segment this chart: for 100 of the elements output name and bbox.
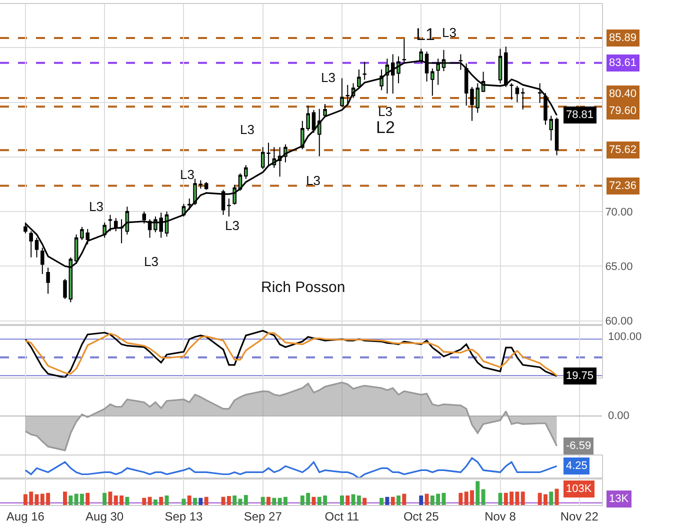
candlestick: [46, 267, 50, 294]
x-tick-label: Sep 27: [244, 509, 282, 524]
candlestick: [29, 230, 33, 258]
x-tick-label: Aug 16: [6, 509, 45, 524]
bar: [63, 492, 67, 505]
x-tick-label: Aug 30: [86, 509, 124, 524]
bar: [396, 495, 400, 505]
bar: [193, 498, 197, 505]
bar: [159, 496, 164, 505]
bar: [266, 496, 270, 505]
bar: [125, 496, 130, 505]
candlestick: [520, 88, 525, 110]
bar: [481, 489, 486, 505]
candlestick: [108, 214, 112, 232]
bar: [148, 496, 152, 505]
candlestick: [142, 211, 146, 224]
x-tick-label: Oct 25: [403, 509, 440, 524]
annotation: L3: [442, 25, 456, 40]
x-tick-label: Nov 22: [560, 509, 599, 524]
candlestick: [476, 82, 480, 114]
candlestick: [340, 78, 344, 108]
annotation: L2: [376, 118, 395, 137]
bar: [458, 492, 463, 505]
candlestick: [464, 62, 468, 106]
bar: [272, 498, 276, 505]
candlestick: [232, 184, 236, 206]
candlestick: [204, 182, 208, 190]
bar: [554, 488, 559, 505]
bar: [402, 494, 406, 505]
text: 0.00: [608, 410, 630, 422]
candlestick: [260, 146, 265, 170]
bar: [198, 498, 203, 505]
bar: [244, 495, 248, 505]
annotation: -6.59: [566, 440, 592, 452]
ref-line-label: 79.60: [609, 105, 637, 117]
candlestick: [187, 198, 192, 210]
bar: [419, 495, 424, 505]
annotation: 19.75: [566, 370, 594, 382]
bar: [362, 498, 367, 505]
candlestick: [114, 218, 118, 232]
candlestick: [198, 180, 203, 190]
candlestick: [554, 117, 559, 156]
bar: [346, 495, 350, 505]
bar: [102, 492, 107, 505]
annotation: L3: [306, 173, 320, 188]
candlestick: [317, 108, 322, 157]
candlestick: [193, 178, 197, 206]
ref-line-label: 72.36: [609, 180, 637, 192]
annotation: L3: [240, 122, 254, 137]
x-tick-label: Nov 8: [484, 509, 516, 524]
ref-line-label: 83.61: [609, 57, 637, 69]
bar: [108, 492, 112, 505]
bar: [232, 495, 237, 505]
text: 13K: [609, 493, 630, 505]
x-tick-label: Oct 11: [324, 509, 360, 524]
annotation: 103K: [566, 483, 592, 495]
annotation: L3: [89, 199, 104, 214]
candlestick: [357, 69, 361, 89]
y-tick-label: 70.00: [605, 206, 633, 218]
bar: [68, 495, 73, 505]
bar: [260, 496, 265, 505]
candlestick: [346, 84, 350, 106]
bar: [380, 498, 384, 505]
bar: [424, 494, 429, 505]
bar: [520, 492, 525, 505]
x-tick-label: Sep 13: [164, 509, 204, 524]
bar: [312, 496, 316, 505]
annotation: L3: [144, 254, 158, 269]
annotation: 4.25: [566, 460, 588, 472]
y-tick-label: 60.00: [605, 316, 633, 328]
annotation: Rich Posson: [261, 279, 346, 296]
candlestick: [362, 61, 366, 80]
ref-line-label: 75.62: [609, 144, 637, 156]
candlestick: [34, 237, 39, 258]
bar: [549, 492, 554, 505]
data-label: 78.81: [566, 109, 594, 121]
ref-line-label: 80.40: [609, 88, 637, 100]
candlestick: [227, 198, 231, 217]
candlestick: [74, 234, 78, 264]
annotation: L3: [225, 218, 240, 233]
annotation: L1: [416, 25, 435, 44]
candlestick: [120, 218, 124, 244]
bar: [86, 492, 90, 505]
bar: [153, 500, 158, 505]
bar: [385, 496, 390, 505]
candlestick: [430, 68, 434, 96]
annotation: L3: [378, 104, 392, 119]
bar: [204, 496, 208, 505]
candlestick: [498, 48, 502, 84]
candlestick: [515, 85, 520, 103]
bar: [340, 495, 344, 505]
bar: [182, 498, 186, 505]
bar: [142, 498, 146, 505]
candlestick: [266, 142, 270, 166]
bar: [390, 496, 395, 505]
bar: [476, 481, 480, 505]
candlestick: [538, 82, 542, 104]
candlestick: [323, 103, 327, 118]
text: 100.00: [608, 331, 642, 343]
candlestick: [63, 278, 67, 300]
